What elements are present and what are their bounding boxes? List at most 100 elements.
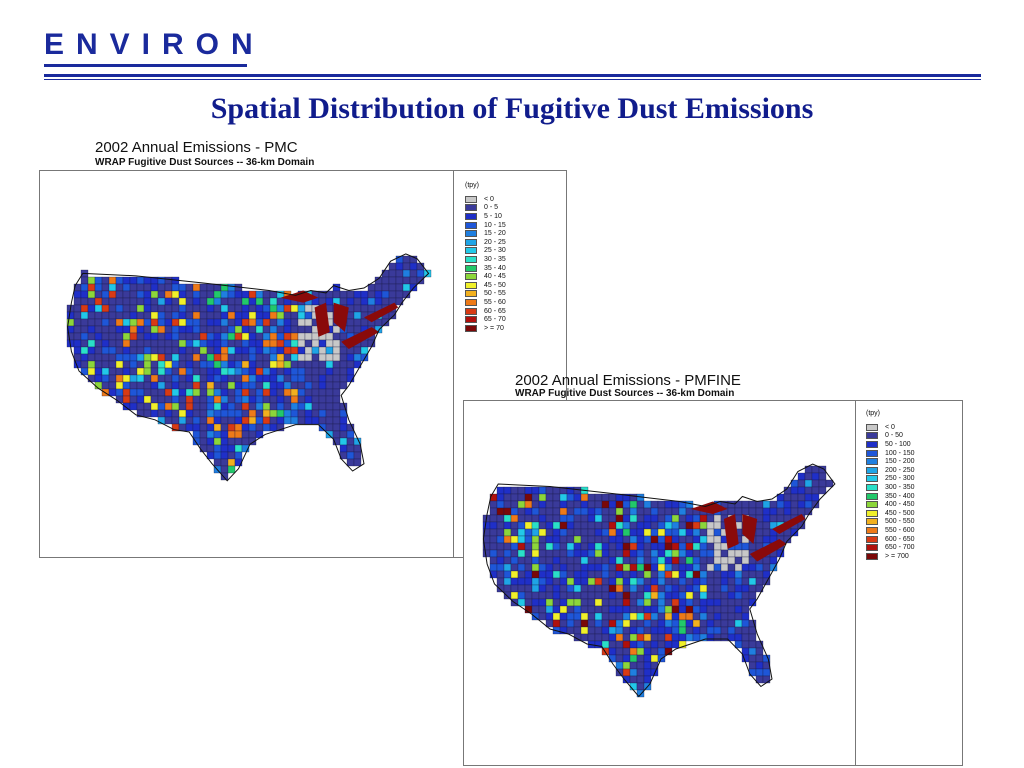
- map-pmc-county-cell: [157, 409, 166, 418]
- map-pmfine-county-cell: [531, 598, 540, 607]
- map-pmc-county-cell: [101, 290, 110, 299]
- map-pmfine-legend-label: 200 - 250: [885, 466, 915, 474]
- map-pmfine-county-cell: [727, 556, 736, 565]
- map-pmc-county-cell: [206, 311, 215, 320]
- map-pmfine-county-cell: [587, 626, 596, 635]
- map-pmfine-county-cell: [531, 591, 540, 600]
- map-pmc-county-cell: [164, 367, 173, 376]
- map-pmc-county-cell: [192, 388, 201, 397]
- map-pmc-county-cell: [129, 346, 138, 355]
- map-pmfine-county-cell: [671, 626, 680, 635]
- map-pmfine-county-cell: [615, 514, 624, 523]
- map-pmfine-county-cell: [580, 598, 589, 607]
- map-pmc-county-cell: [164, 374, 173, 383]
- map-pmfine-county-cell: [685, 612, 694, 621]
- map-pmc-county-cell: [73, 297, 82, 306]
- map-pmfine-county-cell: [636, 668, 645, 677]
- map-pmfine-lake: [772, 514, 806, 534]
- map-pmc-county-cell: [304, 409, 313, 418]
- map-pmfine-county-cell: [685, 500, 694, 509]
- map-pmfine-county-cell: [622, 563, 631, 572]
- map-pmfine-county-cell: [776, 507, 785, 516]
- map-pmfine-county-cell: [503, 493, 512, 502]
- map-pmfine-county-cell: [573, 493, 582, 502]
- map-pmc-lake: [341, 327, 380, 350]
- map-pmfine-county-cell: [713, 633, 722, 642]
- map-pmc-county-cell: [269, 416, 278, 425]
- map-pmc-county-cell: [143, 346, 152, 355]
- map-pmc-legend-label: 55 - 60: [484, 298, 506, 306]
- map-pmc-county-cell: [94, 297, 103, 306]
- map-pmfine-county-cell: [720, 577, 729, 586]
- map-pmc-legend-item: 45 - 50: [465, 281, 506, 290]
- map-pmc-county-cell: [339, 297, 348, 306]
- map-pmfine-county-cell: [538, 486, 547, 495]
- map-pmfine-county-cell: [636, 654, 645, 663]
- map-pmfine-county-cell: [587, 549, 596, 558]
- map-pmc-county-cell: [360, 346, 369, 355]
- map-pmfine-county-cell: [524, 521, 533, 530]
- map-pmc-county-cell: [206, 381, 215, 390]
- map-pmfine-county-cell: [566, 528, 575, 537]
- map-pmc-county-cell: [290, 381, 299, 390]
- map-pmc-county-cell: [346, 458, 355, 467]
- map-pmfine-county-cell: [734, 514, 743, 523]
- map-pmc-county-cell: [150, 304, 159, 313]
- map-pmfine-county-cell: [720, 542, 729, 551]
- map-pmc-county-cell: [192, 304, 201, 313]
- map-pmc-county-cell: [381, 276, 390, 285]
- map-pmfine-county-cell: [566, 577, 575, 586]
- map-pmc-county-cell: [283, 395, 292, 404]
- map-pmfine-county-cell: [678, 591, 687, 600]
- map-pmc-county-cell: [94, 339, 103, 348]
- map-pmfine-county-cell: [524, 528, 533, 537]
- map-pmc-county-cell: [241, 304, 250, 313]
- map-pmfine-county-cell: [790, 493, 799, 502]
- map-pmc-county-cell: [395, 269, 404, 278]
- map-pmc-county-cell: [178, 318, 187, 327]
- map-pmfine-county-cell: [643, 619, 652, 628]
- map-pmfine-county-cell: [720, 633, 729, 642]
- map-pmc-county-cell: [199, 283, 208, 292]
- map-pmc-county-cell: [388, 262, 397, 271]
- map-pmc-county-cell: [255, 423, 264, 432]
- map-pmc-county-cell: [122, 283, 131, 292]
- map-pmc-county-cell: [248, 395, 257, 404]
- map-pmfine-lake: [723, 514, 739, 549]
- map-pmfine-county-cell: [650, 605, 659, 614]
- map-pmc-county-cell: [283, 388, 292, 397]
- map-pmc-county-cell: [304, 381, 313, 390]
- map-pmfine-county-cell: [650, 598, 659, 607]
- map-pmc-county-cell: [353, 304, 362, 313]
- map-pmfine-legend-item: 50 - 100: [866, 440, 915, 449]
- map-pmfine-county-cell: [524, 591, 533, 600]
- map-pmc-county-cell: [115, 374, 124, 383]
- environ-logo: ENVIRON: [44, 28, 265, 61]
- map-pmfine-county-cell: [615, 647, 624, 656]
- map-pmc-county-cell: [164, 402, 173, 411]
- map-pmfine-county-cell: [643, 521, 652, 530]
- map-pmfine-county-cell: [580, 570, 589, 579]
- map-pmc-county-cell: [87, 304, 96, 313]
- map-pmc-county-cell: [283, 402, 292, 411]
- map-pmc-county-cell: [297, 304, 306, 313]
- map-pmfine-county-cell: [503, 507, 512, 516]
- map-pmfine-county-cell: [643, 584, 652, 593]
- map-pmc-county-cell: [255, 374, 264, 383]
- map-pmc-county-cell: [234, 402, 243, 411]
- map-pmfine-county-cell: [643, 626, 652, 635]
- map-pmfine-county-cell: [524, 577, 533, 586]
- map-pmfine-county-cell: [615, 591, 624, 600]
- map-pmc-county-cell: [164, 395, 173, 404]
- map-pmfine-county-cell: [776, 500, 785, 509]
- map-pmfine-county-cell: [629, 633, 638, 642]
- map-pmfine-county-cell: [489, 542, 498, 551]
- map-pmfine-county-cell: [559, 612, 568, 621]
- map-pmc-county-cell: [185, 353, 194, 362]
- map-pmc-county-cell: [234, 353, 243, 362]
- map-pmc-county-cell: [332, 367, 341, 376]
- map-pmc-county-cell: [255, 402, 264, 411]
- map-pmfine-county-cell: [755, 654, 764, 663]
- map-pmfine-county-cell: [685, 598, 694, 607]
- map-pmc-county-cell: [304, 388, 313, 397]
